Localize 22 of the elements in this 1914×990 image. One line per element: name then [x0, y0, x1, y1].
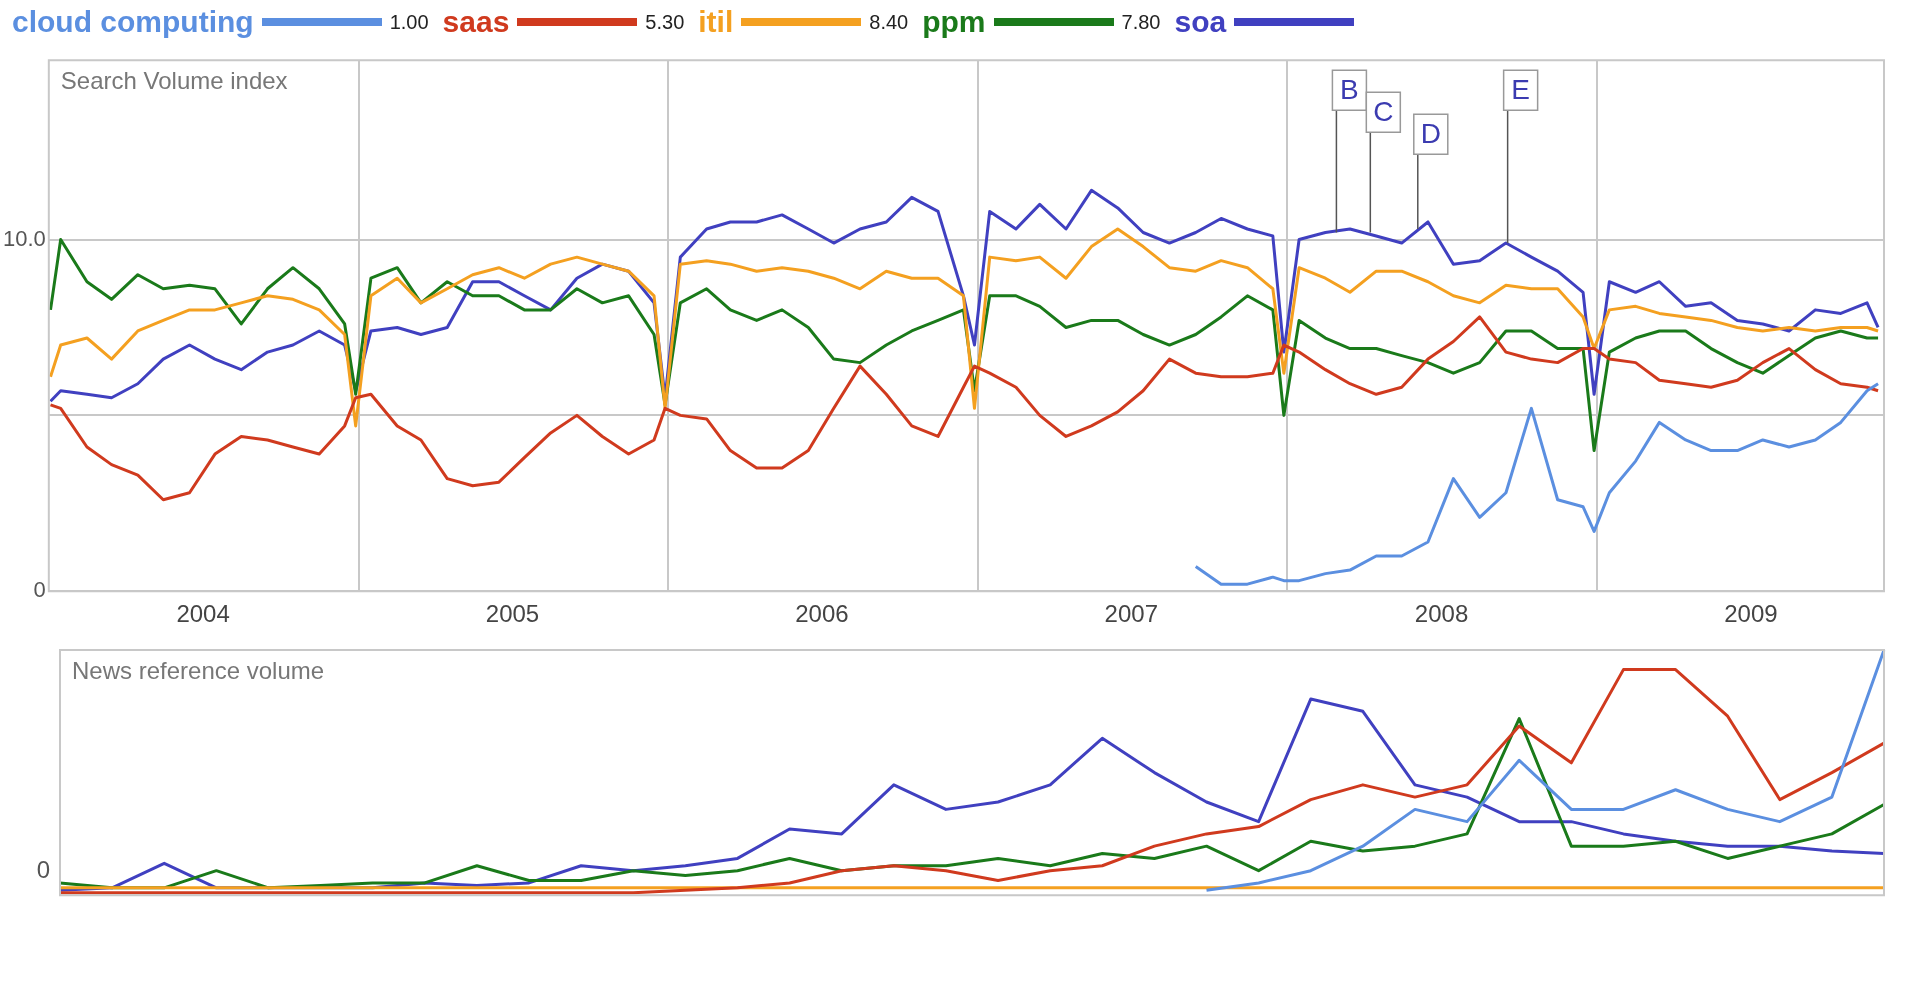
- x-tick-label: 2004: [176, 600, 230, 628]
- annotation: B: [1340, 73, 1359, 105]
- annotation: C: [1373, 95, 1394, 127]
- text: 1.00: [389, 10, 429, 34]
- y-tick-label: 10.0: [2, 225, 46, 251]
- x-tick-label: 2005: [485, 600, 540, 628]
- text: 8.40: [869, 10, 909, 34]
- legend-label: ppm: [922, 5, 986, 39]
- y-axis-title: Search Volume index: [60, 66, 288, 94]
- legend-label: soa: [1174, 5, 1227, 39]
- legend-label: itil: [698, 5, 734, 39]
- annotation: D: [1420, 117, 1441, 149]
- x-tick-label: 2008: [1414, 600, 1469, 628]
- x-tick-label: 2007: [1104, 600, 1158, 628]
- annotation: E: [1511, 73, 1530, 105]
- y-axis-title: News reference volume: [72, 656, 325, 684]
- text: 5.30: [645, 10, 685, 34]
- x-tick-label: 2009: [1724, 600, 1778, 628]
- x-tick-label: 2006: [795, 600, 849, 628]
- legend-label: cloud computing: [12, 5, 254, 39]
- text: 7.80: [1121, 10, 1161, 34]
- legend-label: saas: [442, 5, 510, 39]
